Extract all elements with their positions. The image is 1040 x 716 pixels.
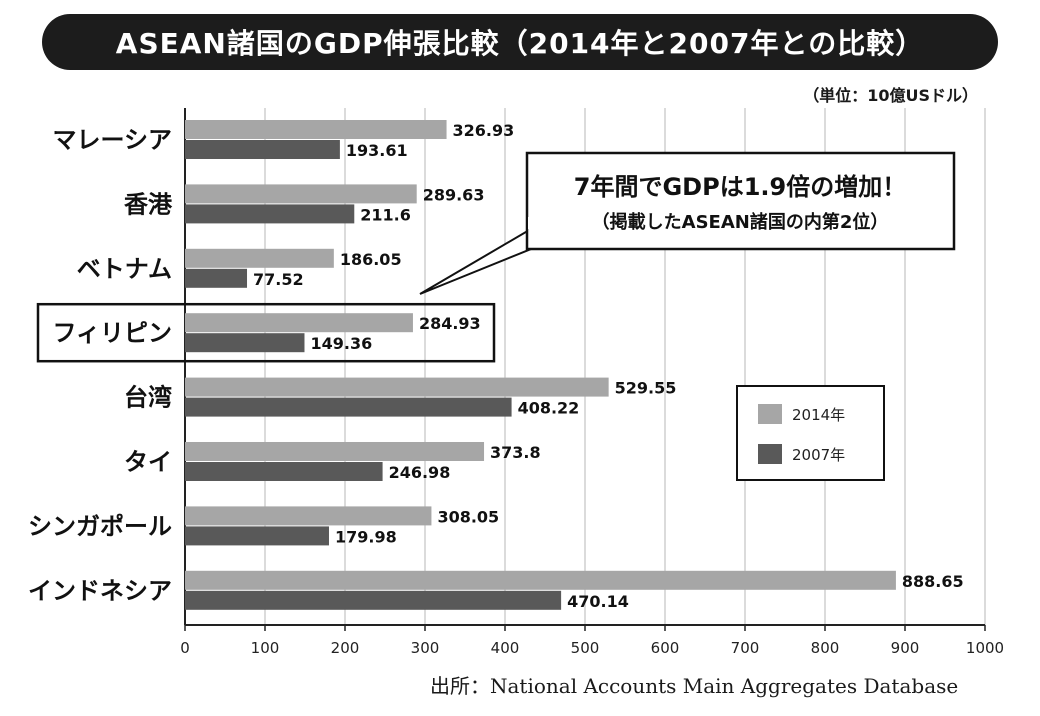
bar-2007 — [185, 526, 329, 546]
callout-line1: 7年間でGDPは1.9倍の増加！ — [574, 173, 906, 201]
data-label: 470.14 — [567, 592, 629, 611]
title-bar: ASEAN諸国のGDP伸張比較（2014年と2007年との比較） — [42, 14, 998, 70]
legend-box — [736, 385, 885, 481]
callout-line2: （掲載したASEAN諸国の内第2位） — [592, 211, 889, 233]
bar-2007 — [185, 268, 248, 288]
bar-2007 — [185, 333, 305, 353]
data-label: 179.98 — [335, 527, 397, 546]
category-label: マレーシア — [52, 126, 172, 154]
x-tick-label: 800 — [811, 639, 840, 657]
data-label: 373.8 — [490, 443, 541, 462]
data-label: 211.6 — [360, 205, 411, 224]
data-label: 326.93 — [453, 121, 515, 140]
data-label: 246.98 — [389, 463, 451, 482]
data-label: 284.93 — [419, 314, 481, 333]
bar-2007 — [185, 590, 562, 610]
category-label: タイ — [124, 448, 172, 476]
x-tick-label: 500 — [571, 639, 600, 657]
x-tick-label: 100 — [251, 639, 280, 657]
category-label: シンガポール — [28, 512, 172, 540]
bar-2007 — [185, 462, 383, 481]
legend-label: 2007年 — [792, 446, 845, 464]
bar-2014 — [185, 570, 896, 590]
data-label: 149.36 — [310, 334, 372, 353]
data-label: 529.55 — [615, 379, 677, 398]
source-note: 出所：National Accounts Main Aggregates Dat… — [430, 674, 959, 698]
x-tick-label: 200 — [331, 639, 360, 657]
highlight-box — [36, 302, 496, 363]
bar-2014 — [185, 184, 417, 204]
unit-label: （単位：10億USドル） — [803, 86, 978, 105]
bar-2007 — [185, 140, 340, 159]
data-label: 408.22 — [518, 399, 580, 418]
category-label: インドネシア — [28, 577, 172, 605]
legend-swatch — [758, 444, 782, 464]
bar-2014 — [185, 120, 447, 139]
data-label: 289.63 — [423, 185, 485, 204]
data-label: 186.05 — [340, 250, 402, 269]
x-tick-label: 900 — [891, 639, 920, 657]
category-label: 香港 — [124, 190, 173, 218]
bar-2014 — [185, 248, 334, 268]
legend-swatch — [758, 404, 782, 424]
bar-2007 — [185, 204, 355, 224]
category-label: フィリピン — [52, 319, 172, 347]
callout-joint — [528, 217, 588, 229]
bar-2007 — [185, 397, 512, 417]
x-tick-label: 1000 — [966, 639, 1004, 657]
bar-2014 — [185, 313, 413, 333]
legend-label: 2014年 — [792, 406, 845, 424]
data-label: 77.52 — [253, 270, 304, 289]
x-tick-label: 700 — [731, 639, 760, 657]
callout-box — [525, 151, 956, 251]
data-label: 888.65 — [902, 572, 964, 591]
x-tick-label: 300 — [411, 639, 440, 657]
data-label: 308.05 — [437, 507, 499, 526]
x-tick-label: 400 — [491, 639, 520, 657]
category-label: 台湾 — [124, 384, 172, 412]
bar-2014 — [185, 377, 609, 397]
x-tick-label: 0 — [180, 639, 190, 657]
x-tick-label: 600 — [651, 639, 680, 657]
bar-2014 — [185, 442, 485, 461]
data-label: 193.61 — [346, 141, 408, 160]
category-label: ベトナム — [77, 255, 172, 283]
bar-2014 — [185, 506, 432, 526]
chart-title: ASEAN諸国のGDP伸張比較（2014年と2007年との比較） — [115, 27, 925, 60]
